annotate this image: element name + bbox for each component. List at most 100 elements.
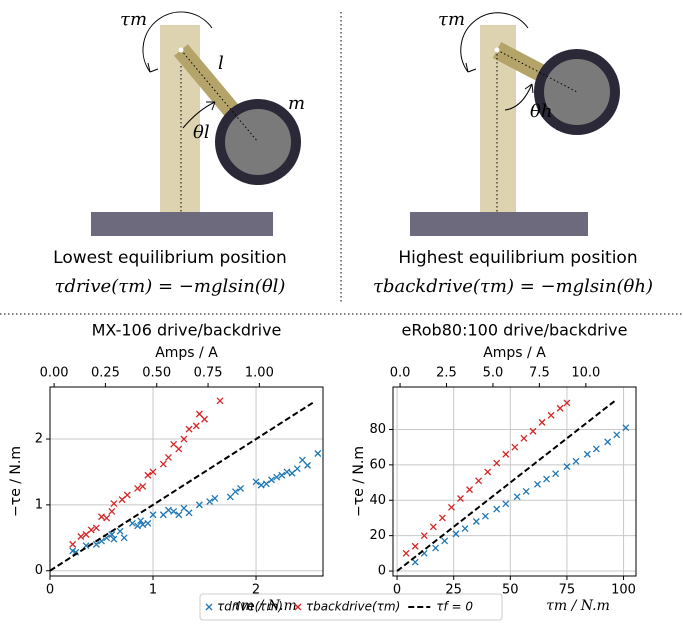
x2-tick-label: 1.00: [245, 366, 274, 381]
data-point: [556, 404, 564, 412]
data-point: [592, 445, 600, 453]
mass-label: m: [288, 93, 305, 114]
legend: [199, 593, 503, 621]
data-point: [513, 493, 521, 501]
data-point: [538, 418, 546, 426]
data-point: [139, 482, 147, 490]
x2-tick-label: 0.25: [91, 366, 120, 381]
legend-marker: [294, 603, 302, 611]
y-tick-label: 40: [369, 493, 386, 508]
data-point: [82, 542, 90, 550]
data-point: [475, 477, 483, 485]
data-point: [170, 508, 178, 515]
data-point: [110, 500, 118, 508]
data-point: [472, 518, 480, 525]
reference-line: [49, 401, 314, 572]
data-point: [543, 475, 551, 483]
x2-tick-label: 5.0: [483, 366, 504, 381]
x2-tick-label: 10.0: [571, 366, 600, 381]
data-point: [185, 425, 193, 433]
data-point: [159, 460, 167, 468]
data-point: [201, 415, 208, 423]
data-point: [123, 491, 131, 499]
data-point: [257, 481, 265, 489]
data-point: [529, 427, 537, 435]
data-point: [206, 498, 214, 506]
data-point: [522, 487, 530, 495]
reference-line: [396, 400, 616, 572]
data-point: [252, 478, 260, 486]
data-point: [144, 519, 152, 527]
data-point: [314, 450, 322, 457]
x-tick-label: 50: [502, 583, 519, 598]
data-point: [139, 521, 147, 529]
data-point: [411, 558, 419, 566]
x-tick-label: 100: [611, 583, 636, 598]
data-point: [137, 517, 145, 525]
data-point: [165, 506, 172, 514]
x2-axis-label: Amps / A: [155, 345, 218, 361]
data-point: [165, 454, 172, 461]
y-tick-label: 20: [369, 528, 386, 543]
data-point: [120, 534, 128, 542]
formula: τdrive(τm) = −mglsin(θl): [55, 276, 286, 297]
data-point: [547, 411, 555, 419]
data-point: [563, 463, 571, 471]
data-point: [283, 468, 291, 476]
x-tick-label: 2: [252, 583, 260, 598]
data-point: [175, 445, 183, 453]
data-point: [613, 431, 621, 439]
pendulum-high: [410, 12, 620, 236]
data-point: [92, 540, 100, 548]
chart-title: eRob80:100 drive/backdrive: [402, 321, 628, 340]
data-point: [441, 537, 449, 545]
data-point: [149, 511, 157, 519]
x-axis-label: τm / N.m: [546, 598, 610, 614]
data-point: [110, 535, 118, 543]
y-tick-label: 0: [378, 564, 386, 579]
data-point: [128, 519, 136, 527]
data-point: [484, 468, 492, 476]
data-point: [72, 548, 80, 556]
torque-label: τm: [120, 9, 147, 30]
data-point: [195, 410, 203, 418]
data-point: [134, 484, 142, 492]
data-point: [466, 486, 474, 494]
data-point: [457, 495, 464, 502]
data-point: [278, 471, 286, 479]
y-tick-label: 1: [35, 497, 43, 512]
data-point: [461, 525, 469, 533]
data-point: [273, 473, 281, 481]
data-point: [552, 470, 560, 478]
data-point: [211, 494, 219, 502]
data-point: [502, 500, 510, 508]
x2-tick-label: 0.50: [142, 366, 171, 381]
angle-label: θl: [193, 122, 210, 143]
torque-label: τm: [438, 9, 465, 30]
data-point: [452, 530, 460, 538]
data-point: [293, 465, 301, 473]
legend-marker: [205, 603, 213, 611]
plot-frame: [392, 386, 637, 577]
data-point: [108, 508, 116, 515]
x2-tick-label: 7.5: [529, 366, 550, 381]
data-point: [520, 434, 528, 442]
chart-title: MX-106 drive/backdrive: [92, 321, 282, 340]
data-point: [438, 514, 446, 522]
data-point: [144, 471, 152, 479]
y-tick-label: 80: [369, 422, 386, 437]
data-point: [98, 513, 105, 521]
data-point: [534, 480, 541, 488]
data-point: [572, 457, 580, 465]
y-tick-label: 2: [35, 432, 43, 447]
x2-tick-label: 2.5: [436, 366, 457, 381]
x2-tick-label: 0.75: [194, 366, 223, 381]
data-point: [237, 484, 245, 492]
data-point: [268, 476, 275, 484]
data-point: [583, 450, 591, 458]
x-tick-label: 25: [445, 583, 462, 598]
data-point: [69, 540, 77, 548]
x2-axis-label: Amps / A: [483, 345, 546, 361]
data-point: [298, 456, 306, 464]
